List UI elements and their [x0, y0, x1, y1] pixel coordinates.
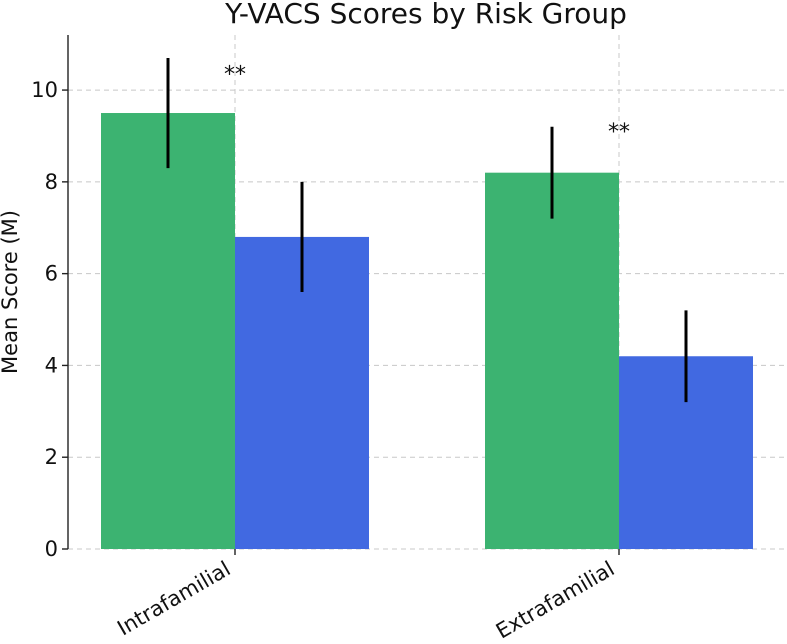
- annotations: ** **: [224, 62, 630, 144]
- y-tick-label-2: 2: [45, 445, 58, 469]
- x-tick-label-extrafamilial: Extrafamilial: [492, 557, 619, 644]
- y-axis-label: Mean Score (M): [0, 210, 22, 374]
- y-tick-label-8: 8: [45, 170, 58, 194]
- error-bars: [166, 57, 688, 403]
- significance-marker-extrafamilial: **: [608, 120, 630, 145]
- significance-marker-intrafamilial: **: [224, 62, 246, 87]
- y-tick-label-4: 4: [45, 353, 58, 377]
- x-axis-ticks: Intrafamilial Extrafamilial: [113, 549, 620, 644]
- bar-extrafamilial-1: [485, 172, 619, 549]
- y-tick-label-10: 10: [31, 78, 58, 102]
- bar-intrafamilial-1: [101, 113, 235, 550]
- bars: [101, 113, 753, 550]
- y-axis-ticks: 0 2 4 6 8 10: [31, 78, 68, 561]
- chart-title: Y-VACS Scores by Risk Group: [224, 0, 627, 30]
- y-tick-label-0: 0: [45, 537, 58, 561]
- x-tick-label-intrafamilial: Intrafamilial: [113, 557, 234, 641]
- y-tick-label-6: 6: [45, 262, 58, 286]
